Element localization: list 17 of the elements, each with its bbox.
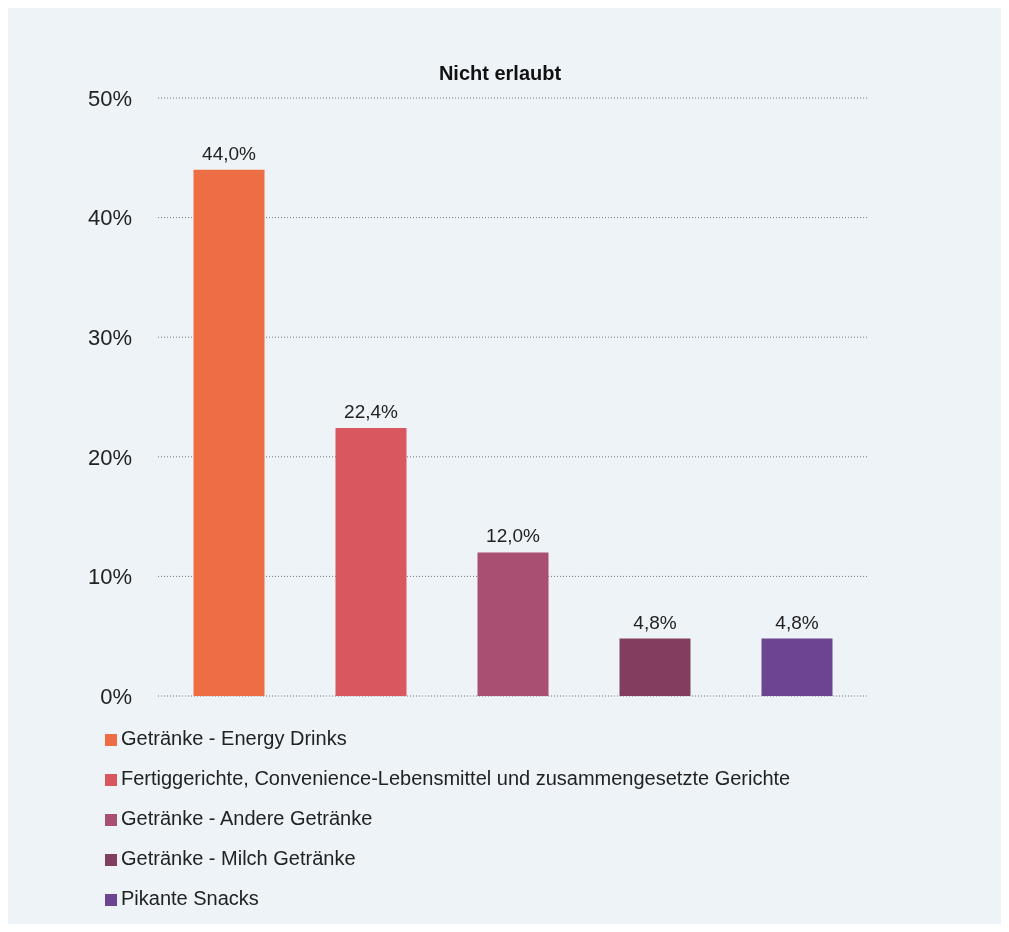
data-label: 12,0% [486, 525, 541, 547]
y-tick-label: 40% [87, 205, 132, 231]
legend-label: Pikante Snacks [121, 887, 259, 909]
data-label: 4,8% [775, 611, 819, 633]
data-label: 44,0% [202, 142, 257, 164]
y-tick-label: 0% [100, 683, 132, 709]
y-tick-label: 10% [87, 564, 132, 590]
y-tick-label: 20% [87, 444, 132, 470]
data-label: 22,4% [344, 401, 399, 423]
data-label: 4,8% [633, 611, 677, 633]
legend-label: Fertiggerichte, Convenience-Lebensmittel und zusammengesetzte Gerichte [121, 767, 791, 789]
legend-label: Getränke - Milch Getränke [121, 847, 356, 869]
y-tick-label: 30% [87, 325, 132, 351]
legend-label: Getränke - Andere Getränke [121, 807, 373, 829]
chart-title: Nicht erlaubt [438, 62, 562, 84]
legend-label: Getränke - Energy Drinks [121, 727, 347, 749]
y-tick-label: 50% [87, 85, 132, 111]
